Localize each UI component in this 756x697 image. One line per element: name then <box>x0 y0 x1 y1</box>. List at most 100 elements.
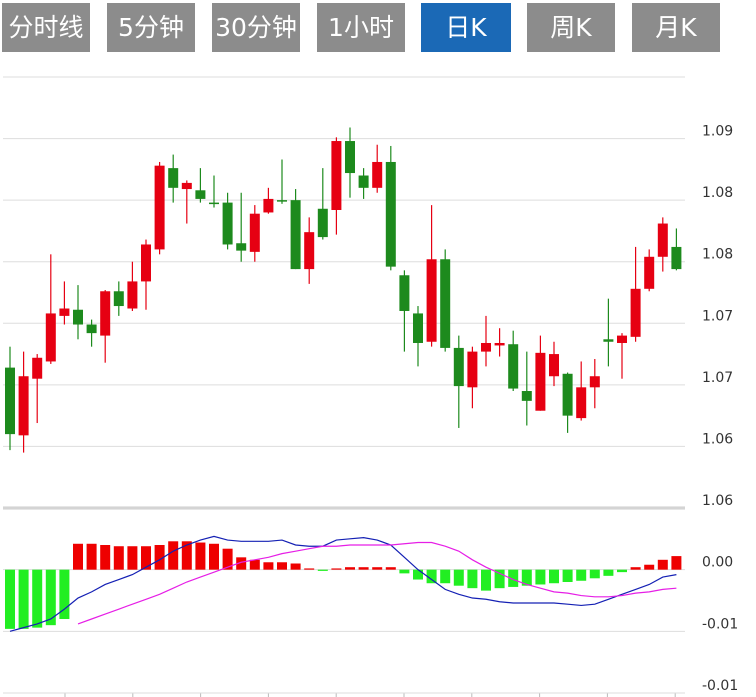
candle-body <box>277 200 287 202</box>
macd-bar <box>59 569 70 619</box>
tab[interactable]: 30分钟 <box>212 3 300 52</box>
candle-body <box>549 354 559 377</box>
candle-body <box>86 324 97 334</box>
candle-body <box>195 190 206 199</box>
candle-body <box>630 288 641 337</box>
candle-body <box>358 175 369 188</box>
macd-bar <box>290 563 301 570</box>
candle-body <box>100 291 111 336</box>
y-tick-label: 0.00 <box>702 555 733 571</box>
macd-bar <box>86 543 97 570</box>
candle-body <box>440 259 451 348</box>
candle-body <box>385 161 396 267</box>
macd-bar <box>440 569 451 584</box>
candle-body <box>372 161 383 188</box>
candle-body <box>32 357 43 379</box>
tab[interactable]: 日K <box>421 3 511 52</box>
macd-bar <box>630 567 641 570</box>
y-tick-label: -0.01 <box>702 616 738 632</box>
candle-body <box>249 213 260 252</box>
macd-bar <box>249 559 260 570</box>
candle-body <box>290 200 301 270</box>
tab[interactable]: 分时线 <box>2 3 90 52</box>
candle-body <box>657 223 668 257</box>
macd-bar <box>209 543 219 570</box>
candle-body <box>535 352 546 411</box>
candle-body <box>562 373 573 416</box>
candle-body <box>141 244 151 282</box>
candle-body <box>426 259 437 342</box>
candle-body <box>181 182 192 190</box>
candle-body <box>644 256 655 289</box>
candle-body <box>209 202 219 205</box>
dea-line <box>77 541 677 625</box>
macd-bar <box>413 569 423 580</box>
candle-body <box>73 309 83 325</box>
macd-bar <box>426 569 437 584</box>
macd-bar <box>195 542 206 570</box>
y-tick-label: 1.08 <box>702 185 733 201</box>
candle-body <box>317 208 328 238</box>
macd-bar <box>576 569 587 581</box>
macd-bar <box>385 567 396 570</box>
y-tick-label: 1.07 <box>702 370 733 386</box>
candle-body <box>45 313 56 362</box>
tab[interactable]: 月K <box>632 3 720 52</box>
y-tick-label: 1.09 <box>702 124 733 140</box>
macd-bar <box>562 569 573 582</box>
tab[interactable]: 1小时 <box>317 3 405 52</box>
macd-bar <box>481 569 491 591</box>
macd-bar <box>494 569 505 589</box>
macd-bar <box>453 569 464 586</box>
macd-bar <box>467 569 478 589</box>
candle-body <box>154 165 165 250</box>
macd-bar <box>644 564 655 570</box>
macd-bar <box>100 545 111 570</box>
macd-bar <box>345 567 355 570</box>
candle-body <box>222 202 233 245</box>
macd-bar <box>304 568 315 570</box>
candle-body <box>589 376 600 388</box>
candle-body <box>59 308 70 316</box>
macd-bar <box>317 569 328 571</box>
macd-bar <box>277 562 287 570</box>
candle-body <box>508 344 519 389</box>
macd-bar <box>603 569 614 576</box>
macd-bar <box>331 568 342 570</box>
candle-body <box>494 342 505 346</box>
macd-bar <box>5 569 15 629</box>
candle-body <box>127 281 138 309</box>
candle-body <box>113 291 124 307</box>
candle-body <box>18 376 29 436</box>
macd-bar <box>113 546 124 570</box>
macd-bar <box>508 569 519 587</box>
candle-body <box>345 141 355 174</box>
tab[interactable]: 5分钟 <box>107 3 195 52</box>
macd-bar <box>617 569 627 573</box>
candle-body <box>481 342 491 352</box>
macd-bar <box>399 569 410 574</box>
tab[interactable]: 周K <box>527 3 615 52</box>
dif-line <box>9 535 677 632</box>
candle-body <box>399 275 410 311</box>
macd-bar <box>521 569 532 586</box>
macd-bar <box>236 557 247 570</box>
y-tick-label: -0.01 <box>702 678 738 694</box>
macd-bar <box>263 562 274 570</box>
macd-bar <box>549 569 559 584</box>
candle-body <box>467 351 478 388</box>
candle-body <box>617 335 627 343</box>
macd-bar <box>45 569 56 626</box>
candle-body <box>671 246 682 270</box>
macd-bar <box>73 543 83 570</box>
candle-body <box>304 232 315 270</box>
macd-bar <box>18 569 29 629</box>
macd-bar <box>222 548 233 570</box>
macd-bar <box>127 546 138 570</box>
macd-bar <box>671 556 682 570</box>
candle-body <box>453 347 464 387</box>
candle-body <box>331 141 342 210</box>
candle-body <box>5 367 15 435</box>
macd-bar <box>141 546 151 570</box>
